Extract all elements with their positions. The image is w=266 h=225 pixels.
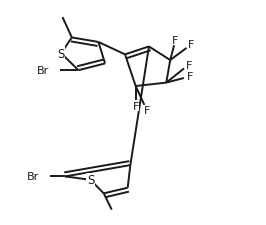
Text: S: S	[87, 173, 94, 187]
Text: F: F	[187, 72, 193, 82]
Text: F: F	[132, 101, 139, 111]
Text: Br: Br	[37, 66, 49, 76]
Text: F: F	[188, 40, 195, 50]
Text: S: S	[57, 47, 65, 61]
Text: F: F	[172, 36, 179, 45]
Text: F: F	[186, 60, 192, 70]
Text: Br: Br	[27, 172, 39, 182]
Text: F: F	[144, 106, 150, 116]
